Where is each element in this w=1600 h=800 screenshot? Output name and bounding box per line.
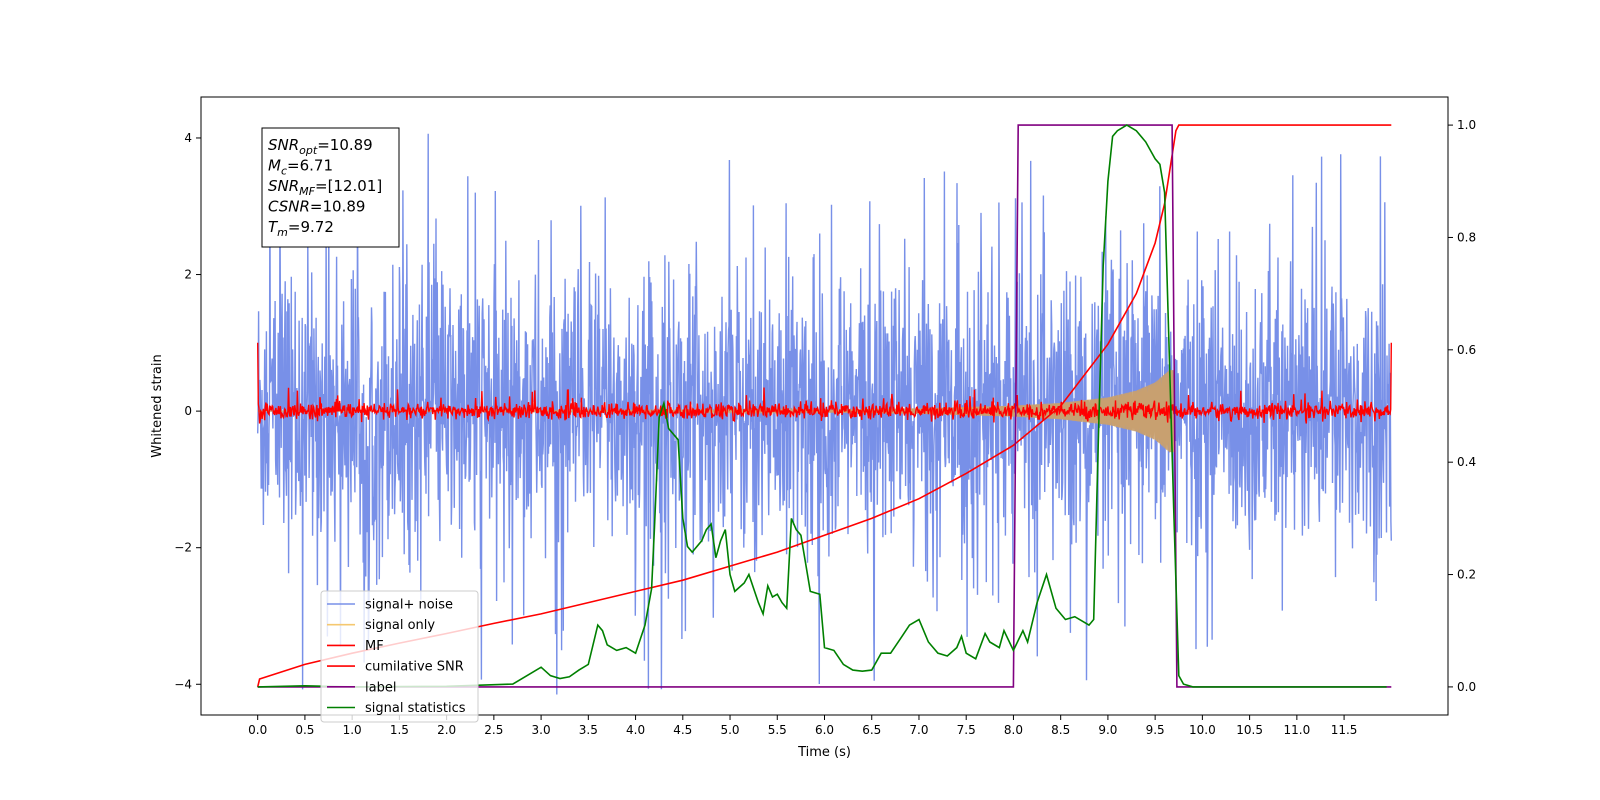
x-tick-label: 10.5 [1236, 723, 1263, 737]
y2-tick-label: 0.2 [1457, 568, 1476, 582]
y2-tick-label: 0.0 [1457, 680, 1476, 694]
legend-label: signal only [365, 618, 435, 633]
y-tick-label: 2 [184, 268, 192, 282]
y2-tick-label: 0.6 [1457, 343, 1476, 357]
y-axis-label: Whitened strain [150, 354, 165, 457]
x-tick-label: 7.0 [909, 723, 928, 737]
x-tick-label: 10.0 [1189, 723, 1216, 737]
annotation-line: Tm=9.72 [268, 218, 334, 239]
y2-tick-label: 0.4 [1457, 455, 1476, 469]
series-signal-noise [257, 133, 1392, 695]
x-tick-label: 1.0 [343, 723, 362, 737]
x-tick-label: 4.5 [673, 723, 692, 737]
series-signal-statistics [257, 124, 1387, 688]
x-tick-label: 8.5 [1051, 723, 1070, 737]
x-tick-label: 2.5 [484, 723, 503, 737]
x-axis-label: Time (s) [797, 745, 851, 760]
annotation-line: SNRMF=[12.01] [268, 177, 382, 198]
legend-label: signal statistics [365, 701, 466, 716]
x-tick-label: 1.5 [390, 723, 409, 737]
x-tick-label: 3.0 [532, 723, 551, 737]
x-tick-label: 5.5 [768, 723, 787, 737]
annotation-line: Mc=6.71 [268, 157, 333, 178]
x-tick-label: 5.0 [720, 723, 739, 737]
x-tick-label: 8.0 [1004, 723, 1023, 737]
annotation-line: CSNR=10.89 [268, 198, 365, 216]
x-tick-label: 4.0 [626, 723, 645, 737]
x-tick-label: 9.0 [1098, 723, 1117, 737]
legend-label: signal+ noise [365, 598, 453, 613]
x-tick-label: 9.5 [1146, 723, 1165, 737]
y2-tick-label: 0.8 [1457, 230, 1476, 244]
legend-label: cumilative SNR [365, 660, 464, 675]
legend-label: label [365, 680, 396, 695]
x-tick-label: 7.5 [957, 723, 976, 737]
annotation-frame [261, 127, 400, 248]
legend-label: MF [365, 639, 384, 654]
y-tick-label: −2 [174, 541, 192, 555]
y2-tick-label: 1.0 [1457, 118, 1476, 132]
x-tick-label: 0.0 [248, 723, 267, 737]
x-tick-label: 3.5 [579, 723, 598, 737]
y-tick-label: −4 [174, 677, 192, 691]
x-tick-label: 0.5 [295, 723, 314, 737]
annotation-line: SNRopt=10.89 [268, 136, 373, 157]
x-tick-label: 6.0 [815, 723, 834, 737]
x-tick-label: 6.5 [862, 723, 881, 737]
legend: signal+ noise signal only MF cumilative SNR… [320, 590, 479, 723]
x-tick-label: 2.0 [437, 723, 456, 737]
stats-annotation-box: SNRopt=10.89Mc=6.71SNRMF=[12.01]CSNR=10.… [261, 127, 400, 248]
series-mf [257, 342, 1393, 424]
y-tick-label: 4 [184, 131, 192, 145]
legend-frame [320, 590, 479, 723]
axes: 0.0 0.5 1.0 1.5 2.0 2.5 3.0 3.5 4.0 4.5 5.0 5.5 6.0 6… [174, 118, 1476, 737]
x-tick-label: 11.0 [1283, 723, 1310, 737]
y-tick-label: 0 [184, 404, 192, 418]
x-tick-label: 11.5 [1331, 723, 1358, 737]
